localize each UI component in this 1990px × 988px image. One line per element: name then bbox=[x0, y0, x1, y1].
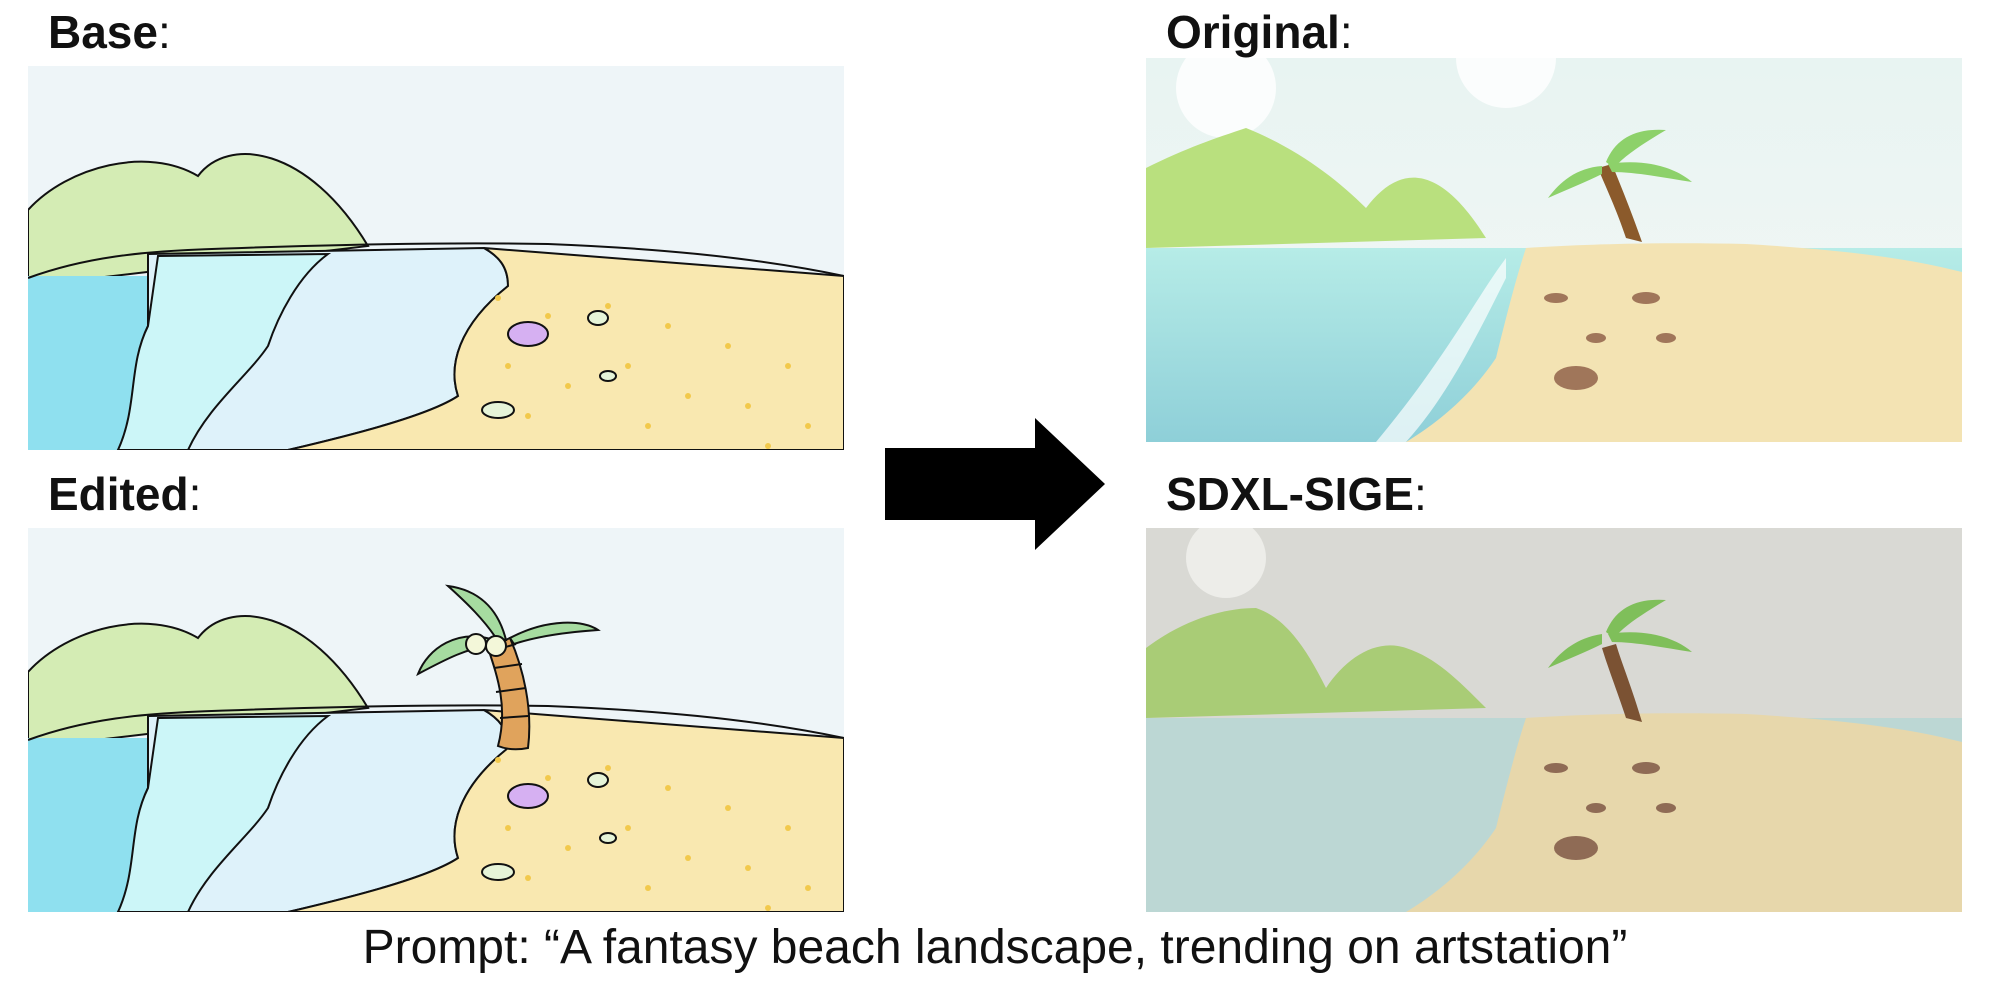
label-sdxl-sige: SDXL-SIGE: bbox=[1166, 468, 1427, 520]
right-arrow-icon bbox=[885, 418, 1105, 550]
prompt-caption: Prompt: “A fantasy beach landscape, tren… bbox=[362, 921, 1628, 974]
edited-sketch-image bbox=[28, 528, 844, 912]
label-base: Base: bbox=[48, 6, 171, 58]
label-original: Original: bbox=[1166, 6, 1353, 58]
label-edited: Edited: bbox=[48, 468, 202, 520]
base-sketch-image bbox=[28, 66, 844, 450]
sdxl-sige-render-image bbox=[1146, 528, 1962, 912]
original-render-image bbox=[1146, 58, 1962, 442]
